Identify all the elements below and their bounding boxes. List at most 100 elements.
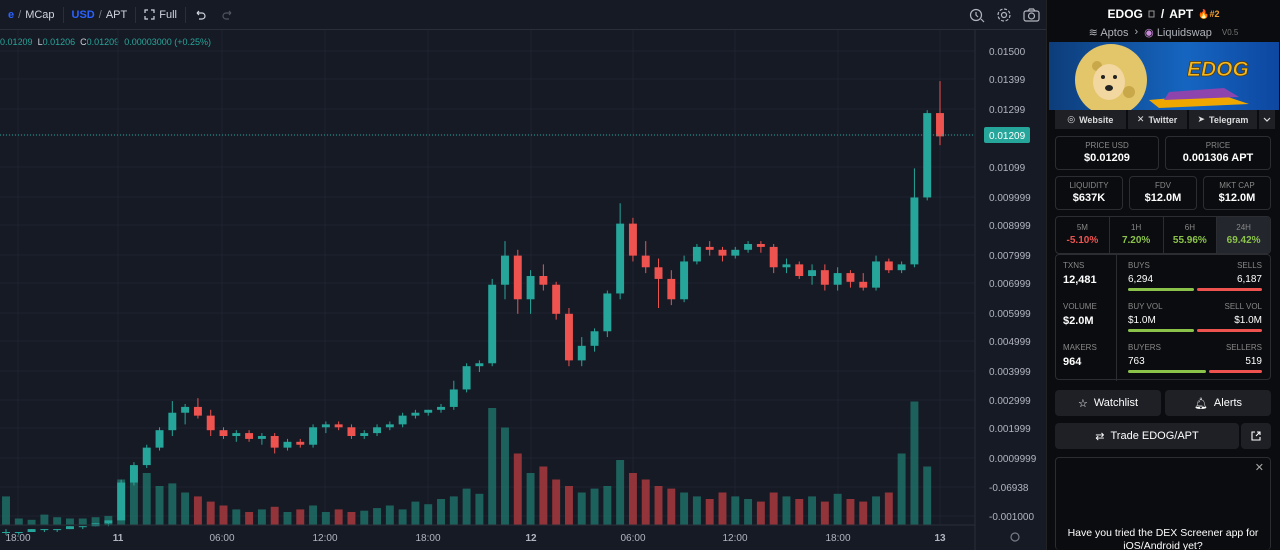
volume-bar	[232, 509, 240, 525]
price-mode-toggle[interactable]: e / MCap	[0, 0, 63, 30]
timeframe-tab-5m[interactable]: 5M -5.10%	[1056, 217, 1110, 253]
fullscreen-icon	[144, 9, 155, 20]
stat-right-value: $1.0M	[1234, 315, 1262, 326]
twitter-label: Twitter	[1148, 115, 1177, 125]
twitter-button[interactable]: ✕ Twitter	[1128, 110, 1187, 129]
candle-body	[424, 410, 432, 413]
token-symbol: EDOG	[1108, 7, 1143, 21]
volume-bar	[2, 496, 10, 525]
candle-body	[616, 224, 624, 294]
timeframe-change: 55.96%	[1164, 235, 1217, 246]
stat-right-label: SELL VOL	[1224, 302, 1262, 311]
candle-body	[181, 407, 189, 413]
copy-icon[interactable]	[1148, 10, 1156, 18]
stat-left-label: BUYERS	[1128, 343, 1161, 352]
candle-body	[411, 413, 419, 416]
candle-body	[591, 331, 599, 346]
external-trade-button[interactable]	[1241, 423, 1271, 449]
app-promo-text: Have you tried the DEX Screener app for …	[1062, 527, 1264, 550]
candle-body	[284, 442, 292, 448]
currency-mode: e	[8, 9, 14, 21]
candle-body	[373, 427, 381, 433]
chain-link[interactable]: ≋ Aptos	[1089, 26, 1129, 39]
timeframe-name: 6H	[1164, 223, 1217, 232]
redo-button[interactable]	[214, 0, 242, 30]
trending-rank-badge: 🔥#2	[1198, 9, 1219, 20]
current-price-label: 0.01209	[989, 131, 1026, 142]
stat-value: $2.0M	[1063, 315, 1097, 327]
trade-button[interactable]: ⇄ Trade EDOG/APT	[1055, 423, 1239, 449]
chart-area[interactable]: e / MCap USD / APT Full	[0, 0, 1046, 550]
telegram-button[interactable]: ➤ Telegram	[1189, 110, 1258, 129]
timeframe-change: 69.42%	[1217, 235, 1270, 246]
close-icon[interactable]: ✕	[1255, 461, 1264, 474]
candle-body	[117, 483, 125, 521]
stat-right-label: SELLS	[1237, 261, 1262, 270]
mktcap-label: MKT CAP	[1204, 181, 1270, 190]
candle-body	[386, 424, 394, 427]
watchlist-label: Watchlist	[1094, 397, 1138, 409]
stat-total: MAKERS 964	[1063, 343, 1097, 368]
axis-settings-icon[interactable]	[1011, 533, 1019, 541]
candle-body	[667, 279, 675, 299]
bell-icon: 🔔︎	[1194, 397, 1208, 410]
volume-bar	[872, 496, 880, 525]
more-links-button[interactable]	[1259, 110, 1275, 129]
candle-body	[539, 276, 547, 285]
candle-body	[232, 433, 240, 436]
fullscreen-button[interactable]: Full	[136, 0, 185, 30]
candle-body	[296, 442, 304, 445]
quote-toggle[interactable]: USD / APT	[64, 0, 136, 30]
settings-button[interactable]	[991, 0, 1017, 30]
alerts-button[interactable]: 🔔︎ Alerts	[1165, 390, 1271, 416]
candle-body	[821, 270, 829, 285]
stat-right-label: SELLERS	[1226, 343, 1262, 352]
undo-button[interactable]	[186, 0, 214, 30]
candle-body	[655, 267, 663, 279]
volume-bar	[40, 515, 48, 525]
volume-bar	[194, 496, 202, 525]
volume-bar	[744, 499, 752, 525]
stat-row-volume: VOLUME $2.0M BUY VOL SELL VOL $1.0M $1.0M	[1056, 296, 1272, 336]
volume-bar	[834, 494, 842, 525]
candle-body	[565, 314, 573, 361]
candle-body	[706, 247, 714, 250]
indicators-button[interactable]	[964, 0, 990, 30]
price-native-box: PRICE 0.001306 APT	[1165, 136, 1271, 170]
candle-body	[795, 264, 803, 276]
volume-bar	[168, 483, 176, 525]
candle-body	[501, 256, 509, 285]
volume-bar	[539, 467, 547, 526]
price-axis-label: 0.002999	[989, 396, 1031, 407]
volume-bar	[207, 502, 215, 525]
stat-bar-buy	[1128, 288, 1194, 291]
candle-body	[488, 285, 496, 364]
volume-bar	[53, 517, 61, 525]
stat-row-txns: TXNS 12,481 BUYS SELLS 6,294 6,187	[1056, 255, 1272, 295]
dex-link[interactable]: ◉ Liquidswap	[1144, 26, 1212, 39]
volume-bar	[475, 494, 483, 525]
pair-chain-dex: ≋ Aptos › ◉ Liquidswap V0.5	[1047, 24, 1280, 40]
timeframe-tab-24h[interactable]: 24H 69.42%	[1217, 217, 1270, 253]
candle-body	[40, 529, 48, 530]
candle-body	[731, 250, 739, 256]
stat-split: BUY VOL SELL VOL $1.0M $1.0M	[1128, 302, 1262, 332]
stat-row-makers: MAKERS 964 BUYERS SELLERS 763 519	[1056, 337, 1272, 377]
volume-bar	[437, 499, 445, 525]
timeframe-tab-6h[interactable]: 6H 55.96%	[1164, 217, 1218, 253]
price-chart[interactable]: 0.01500 0.01399 0.01299 0.01099 0.009999 0.00…	[0, 30, 1046, 550]
watchlist-button[interactable]: ☆ Watchlist	[1055, 390, 1161, 416]
stat-value: 964	[1063, 356, 1097, 368]
timeframe-tab-1h[interactable]: 1H 7.20%	[1110, 217, 1164, 253]
price-usd-box: PRICE USD $0.01209	[1055, 136, 1159, 170]
volume-bar	[667, 489, 675, 525]
stat-bar-buy	[1128, 370, 1206, 373]
screenshot-button[interactable]	[1018, 0, 1044, 30]
website-button[interactable]: ◎ Website	[1055, 110, 1126, 129]
stat-split: BUYERS SELLERS 763 519	[1128, 343, 1262, 373]
volume-bar	[719, 493, 727, 526]
stat-split: BUYS SELLS 6,294 6,187	[1128, 261, 1262, 291]
volume-bar	[898, 454, 906, 526]
candle-body	[360, 433, 368, 436]
volume-bar	[655, 486, 663, 525]
